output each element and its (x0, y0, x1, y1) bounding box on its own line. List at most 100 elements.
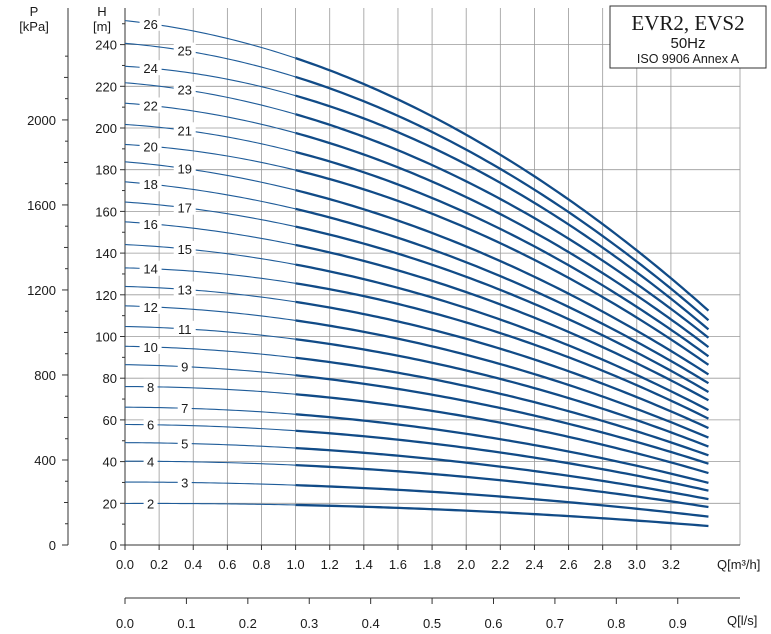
pump-curve-15-extension (124, 244, 296, 266)
pump-curve-5 (295, 446, 709, 501)
stage-label-10: 10 (143, 340, 157, 355)
stage-label-11: 11 (178, 322, 192, 337)
head-tick-label: 40 (103, 455, 117, 470)
stage-label-16: 16 (143, 217, 157, 232)
flow-tick-label: 0.6 (218, 557, 236, 572)
head-tick-label: 160 (95, 204, 117, 219)
stage-label-bg (177, 435, 192, 451)
stage-label-8: 8 (147, 380, 154, 395)
stage-label-19: 19 (177, 162, 191, 177)
flow-tick-label: 1.0 (287, 557, 305, 572)
stage-label-25: 25 (177, 44, 191, 59)
pressure-tick-label: 800 (34, 368, 56, 383)
head-tick-label: 60 (103, 413, 117, 428)
flow-tick-label: 1.8 (423, 557, 441, 572)
pump-curve-22 (295, 131, 710, 349)
stage-label-4: 4 (147, 454, 154, 469)
head-tick-label: 200 (95, 121, 117, 136)
stage-label-bg (139, 338, 162, 354)
stage-label-bg (139, 176, 162, 192)
ticks: 0.0 0.2 0.4 0.6 0.8 1.0 1.2 1.4 1.6 1.8 2.0 2.2 2.4 2… (27, 23, 687, 631)
pump-curve-13-extension (124, 285, 296, 303)
pump-curve-18 (295, 207, 710, 385)
pressure-tick-label: 1600 (27, 198, 56, 213)
flow-tick-label: 3.0 (628, 557, 646, 572)
pump-curve-2 (295, 503, 709, 528)
pump-curve-3 (295, 484, 709, 518)
title-model: EVR2, EVS2 (631, 11, 744, 35)
pump-curve-25-extension (124, 42, 296, 78)
flow-ls-tick-label: 0.8 (607, 616, 625, 631)
title-frequency: 50Hz (670, 35, 705, 52)
stage-label-5: 5 (181, 436, 188, 451)
stage-label-bg (143, 453, 158, 469)
stage-label-13: 13 (177, 282, 191, 297)
pump-curve-7-extension (124, 406, 296, 415)
pump-curve-9 (295, 374, 709, 465)
flow-ls-tick-label: 0.3 (300, 616, 318, 631)
pump-curve-19-extension (124, 161, 296, 191)
axis-labels: P [kPa] H [m] Q[m³/h] Q[l/s] (19, 4, 760, 628)
stage-label-12: 12 (143, 300, 157, 315)
stage-label-bg (173, 240, 196, 256)
stage-label-bg (139, 260, 162, 276)
pump-curve-4 (295, 463, 709, 509)
flow-tick-label: 1.2 (321, 557, 339, 572)
stage-label-bg (173, 199, 196, 215)
pressure-tick-label: 400 (34, 453, 56, 468)
flow-tick-label: 1.6 (389, 557, 407, 572)
pump-curve-15 (295, 263, 709, 412)
stage-label-bg (177, 358, 192, 374)
stage-label-bg (139, 215, 162, 231)
pump-curve-17 (295, 225, 710, 393)
title-box: EVR2, EVS2 50Hz ISO 9906 Annex A (609, 5, 767, 69)
stage-label-bg (177, 400, 192, 416)
flow-ls-tick-label: 0.2 (239, 616, 257, 631)
stage-label-14: 14 (143, 262, 157, 277)
stage-label-bg (143, 416, 158, 432)
pump-curve-21-extension (124, 123, 296, 153)
pump-curve-11 (295, 338, 709, 448)
pump-curve-5-extension (124, 442, 296, 449)
stage-label-bg (139, 97, 162, 113)
stage-label-bg (139, 138, 162, 154)
stage-label-bg (139, 60, 162, 76)
head-tick-label: 240 (95, 38, 117, 53)
flow-ls-tick-label: 0.0 (116, 616, 134, 631)
stage-label-bg (173, 42, 196, 58)
pump-curve-13 (295, 300, 709, 430)
head-tick-label: 220 (95, 79, 117, 94)
title-standard: ISO 9906 Annex A (637, 52, 740, 66)
flow-tick-label: 3.2 (662, 557, 680, 572)
pump-curve-25 (295, 75, 710, 322)
head-tick-label: 180 (95, 163, 117, 178)
stage-label-bg (143, 378, 158, 394)
stage-label-bg (173, 281, 196, 297)
pump-curve-16 (295, 243, 709, 402)
grid (125, 8, 741, 545)
flow-ls-tick-label: 0.6 (484, 616, 502, 631)
flow-ls-tick-label: 0.7 (546, 616, 564, 631)
pump-curve-17-extension (124, 201, 296, 228)
head-tick-label: 100 (95, 330, 117, 345)
pump-curve-12 (295, 319, 709, 439)
stage-label-7: 7 (181, 401, 188, 416)
head-tick-label: 80 (103, 371, 117, 386)
flow-tick-label: 2.8 (594, 557, 612, 572)
stage-label-18: 18 (143, 177, 157, 192)
flow-tick-label: 2.4 (525, 557, 543, 572)
head-tick-label: 120 (95, 288, 117, 303)
pump-curve-20 (295, 169, 710, 366)
stage-label-17: 17 (177, 201, 191, 216)
flow-ls-tick-label: 0.4 (362, 616, 380, 631)
pressure-tick-label: 2000 (27, 113, 56, 128)
pump-curves (124, 20, 710, 528)
flow-tick-label: 2.2 (491, 557, 509, 572)
flow-ls-axis-label: Q[l/s] (727, 613, 757, 628)
flow-tick-label: 1.4 (355, 557, 373, 572)
head-tick-label: 140 (95, 246, 117, 261)
pump-curve-9-extension (124, 364, 296, 376)
pump-curve-7 (295, 413, 709, 484)
stage-label-bg (177, 474, 192, 490)
